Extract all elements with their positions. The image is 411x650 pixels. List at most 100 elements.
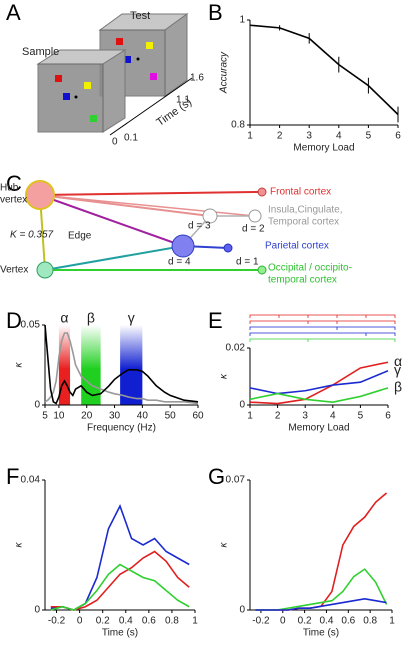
label: temporal cortex bbox=[268, 275, 337, 286]
label: d = 2 bbox=[242, 224, 265, 235]
x-tick-label: 5 bbox=[358, 411, 364, 422]
data-line bbox=[249, 370, 389, 395]
y-axis-label: κ bbox=[219, 542, 230, 548]
y-axis-label: κ bbox=[14, 362, 25, 368]
data-line bbox=[44, 324, 199, 405]
task-diagram: Test Sample Time (s) 0 0.1 1.1 1.6 bbox=[22, 10, 204, 148]
stim bbox=[63, 93, 70, 100]
band-label: β bbox=[87, 310, 95, 326]
label: 0 bbox=[112, 137, 118, 148]
box-side bbox=[102, 49, 126, 133]
frequency-band bbox=[81, 325, 101, 405]
x-tick-label: 3 bbox=[302, 411, 308, 422]
label: vertex bbox=[0, 195, 27, 206]
data-line bbox=[50, 550, 190, 611]
data-line bbox=[249, 387, 389, 403]
edge bbox=[39, 194, 184, 247]
x-tick-label: 4 bbox=[336, 131, 342, 142]
label: d = 1 bbox=[236, 257, 259, 268]
x-tick-label: 5 bbox=[42, 411, 48, 422]
node bbox=[223, 243, 233, 253]
x-tick-label: 1 bbox=[247, 131, 253, 142]
band-label: γ bbox=[128, 310, 135, 326]
x-tick-label: 1 bbox=[389, 616, 395, 627]
fixation bbox=[136, 57, 140, 61]
x-tick-label: 6 bbox=[395, 131, 401, 142]
panel-label: E bbox=[208, 308, 223, 333]
panel-label: B bbox=[208, 0, 223, 25]
stim bbox=[55, 75, 62, 82]
x-tick-label: 0.8 bbox=[165, 616, 179, 627]
stim bbox=[84, 82, 91, 89]
label: 0.1 bbox=[124, 133, 138, 144]
node bbox=[171, 234, 195, 258]
label: d = 4 bbox=[168, 257, 191, 268]
node bbox=[257, 265, 267, 275]
y-axis-label: κ bbox=[14, 542, 25, 548]
y-tick-label: 0 bbox=[239, 400, 245, 411]
fixation bbox=[74, 95, 78, 99]
series-label: γ bbox=[394, 362, 401, 378]
network-diagram: Hub vertex K = 0.357 Edge Vertex d = 3 d… bbox=[0, 180, 352, 286]
x-tick-label: 3 bbox=[306, 131, 312, 142]
data-line bbox=[255, 568, 388, 611]
y-tick-label: 1 bbox=[239, 15, 245, 26]
x-axis-label: Time (s) bbox=[102, 628, 138, 639]
x-tick-label: 6 bbox=[385, 411, 391, 422]
x-tick-label: 0.6 bbox=[341, 616, 355, 627]
x-tick-label: 0.6 bbox=[142, 616, 156, 627]
node bbox=[36, 261, 54, 279]
significance-brackets bbox=[249, 314, 396, 342]
x-tick-label: 1 bbox=[192, 616, 198, 627]
label: Sample bbox=[22, 46, 59, 58]
x-tick-label: 0.2 bbox=[96, 616, 110, 627]
label: 1.1 bbox=[176, 95, 190, 106]
node bbox=[257, 187, 267, 197]
label: Frontal cortex bbox=[270, 187, 331, 198]
panel-label: F bbox=[6, 464, 19, 489]
band-label: α bbox=[60, 310, 68, 326]
x-tick-label: 30 bbox=[109, 411, 121, 422]
y-tick-label: 0.04 bbox=[21, 475, 41, 486]
label: Vertex bbox=[0, 265, 28, 276]
y-tick-label: 0 bbox=[34, 605, 40, 616]
y-tick-label: 0 bbox=[239, 605, 245, 616]
edge bbox=[39, 194, 256, 217]
data-line bbox=[50, 503, 190, 611]
x-tick-label: -0.2 bbox=[48, 616, 66, 627]
box-front bbox=[37, 63, 104, 133]
data-line bbox=[44, 332, 199, 405]
data-line bbox=[249, 361, 389, 405]
frequency-band bbox=[120, 325, 143, 405]
label: K = 0.357 bbox=[10, 230, 54, 241]
panel-label: A bbox=[6, 0, 21, 25]
label: Temporal cortex bbox=[268, 217, 339, 228]
x-tick-label: 10 bbox=[53, 411, 65, 422]
label: Hub bbox=[0, 183, 19, 194]
node bbox=[202, 208, 218, 224]
x-tick-label: 0.2 bbox=[298, 616, 312, 627]
stim bbox=[124, 56, 131, 63]
hub bbox=[25, 180, 55, 210]
x-tick-label: 1 bbox=[247, 411, 253, 422]
data-line bbox=[249, 24, 399, 116]
x-tick-label: 0 bbox=[280, 616, 286, 627]
y-tick-label: 0.8 bbox=[231, 120, 245, 131]
x-tick-label: 0 bbox=[77, 616, 83, 627]
x-tick-label: 5 bbox=[366, 131, 372, 142]
x-tick-label: 2 bbox=[277, 131, 283, 142]
label: Parietal cortex bbox=[265, 241, 329, 252]
x-tick-label: 40 bbox=[137, 411, 149, 422]
y-tick-label: 0.07 bbox=[226, 475, 246, 486]
x-tick-label: 20 bbox=[81, 411, 93, 422]
panel-label: G bbox=[208, 464, 225, 489]
y-tick-label: 0.05 bbox=[21, 320, 41, 331]
x-tick-label: 4 bbox=[330, 411, 336, 422]
x-axis-label: Time (s) bbox=[303, 628, 339, 639]
edge bbox=[44, 245, 184, 271]
x-tick-label: 60 bbox=[192, 411, 204, 422]
x-tick-label: 0.8 bbox=[363, 616, 377, 627]
label: Occipital / occipito- bbox=[268, 263, 352, 274]
y-axis-label: Accuracy bbox=[219, 51, 230, 94]
